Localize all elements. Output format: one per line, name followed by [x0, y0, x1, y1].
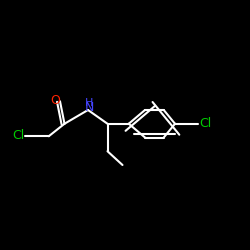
Text: Cl: Cl: [13, 129, 25, 142]
Text: N: N: [84, 101, 94, 114]
Text: O: O: [50, 94, 60, 106]
Text: H: H: [85, 98, 94, 108]
Text: Cl: Cl: [199, 117, 211, 130]
